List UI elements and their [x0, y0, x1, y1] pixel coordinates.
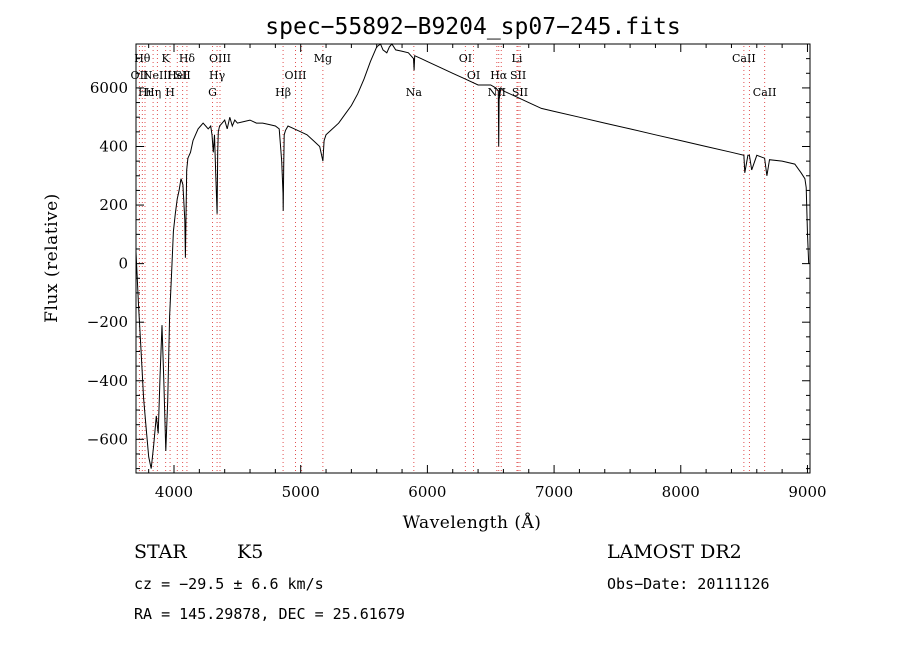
line-marker-label-16: Mg: [314, 52, 332, 65]
line-marker-label-26: CaII: [732, 52, 756, 65]
x-tick-label-7000: 7000: [535, 483, 573, 501]
line-marker-label-20: NII: [488, 86, 506, 99]
line-marker-label-5: K: [162, 52, 171, 65]
x-tick-label-8000: 8000: [662, 483, 700, 501]
y-tick-label--400: −400: [87, 372, 128, 390]
spectral-subclass: K5: [237, 541, 263, 563]
line-marker-label-12: G: [208, 86, 217, 99]
spectrum-line: [135, 43, 810, 469]
line-marker-label-0: OII: [131, 69, 149, 82]
line-marker-label-13: Hβ: [275, 86, 291, 99]
x-tick-label-6000: 6000: [408, 483, 446, 501]
line-marker-label-1: Hθ: [134, 52, 151, 65]
line-marker-label-10: Hγ: [209, 69, 226, 82]
line-marker-label-9: Hδ: [179, 52, 196, 65]
line-marker-label-25: SII: [512, 86, 528, 99]
line-marker-label-11: OIII: [209, 52, 231, 65]
y-tick-label--200: −200: [87, 313, 128, 331]
redshift-cz: cz = −29.5 ± 6.6 km/s: [134, 575, 324, 593]
line-marker-label-17: Na: [406, 86, 423, 99]
line-marker-label-6: H: [165, 86, 175, 99]
chart-title: spec−55892−B9204_sp07−245.fits: [265, 14, 680, 40]
line-marker-label-23: Li: [512, 52, 523, 65]
line-marker-label-14: OIII: [284, 69, 306, 82]
y-tick-label-400: 400: [99, 137, 128, 155]
coordinates: RA = 145.29878, DEC = 25.61679: [134, 605, 405, 623]
y-tick-label-200: 200: [99, 196, 128, 214]
line-marker-label-21: Hα: [490, 69, 508, 82]
line-marker-label-24: SII: [510, 69, 526, 82]
x-tick-label-5000: 5000: [282, 483, 320, 501]
line-marker-label-4: NeIII: [143, 69, 172, 82]
line-marker-label-19: OI: [467, 69, 480, 82]
y-tick-label--600: −600: [87, 430, 128, 448]
x-axis-ticks: 4000 5000 6000 7000 8000 9000: [148, 44, 827, 501]
survey-name: LAMOST DR2: [607, 541, 742, 563]
line-markers: [138, 46, 766, 473]
line-marker-label-2: Hι: [138, 86, 152, 99]
line-marker-label-7: HeI: [167, 69, 187, 82]
line-marker-label-18: OI: [459, 52, 472, 65]
line-marker-label-28: CaII: [753, 86, 777, 99]
x-tick-label-4000: 4000: [155, 483, 193, 501]
y-axis-label: Flux (relative): [42, 193, 62, 323]
x-axis-label: Wavelength (Å): [403, 512, 542, 533]
x-tick-label-9000: 9000: [788, 483, 826, 501]
y-tick-label-600: 6000: [90, 79, 128, 97]
plot-frame: [135, 43, 811, 474]
y-axis-ticks: −600 −400 −200 0 200 400 6000: [87, 58, 810, 470]
line-marker-label-8: SII: [175, 69, 191, 82]
observation-date: Obs−Date: 20111126: [607, 575, 770, 593]
line-marker-label-3: Hη: [145, 86, 161, 99]
y-tick-label-0: 0: [118, 255, 128, 273]
object-type: STAR: [134, 541, 187, 563]
